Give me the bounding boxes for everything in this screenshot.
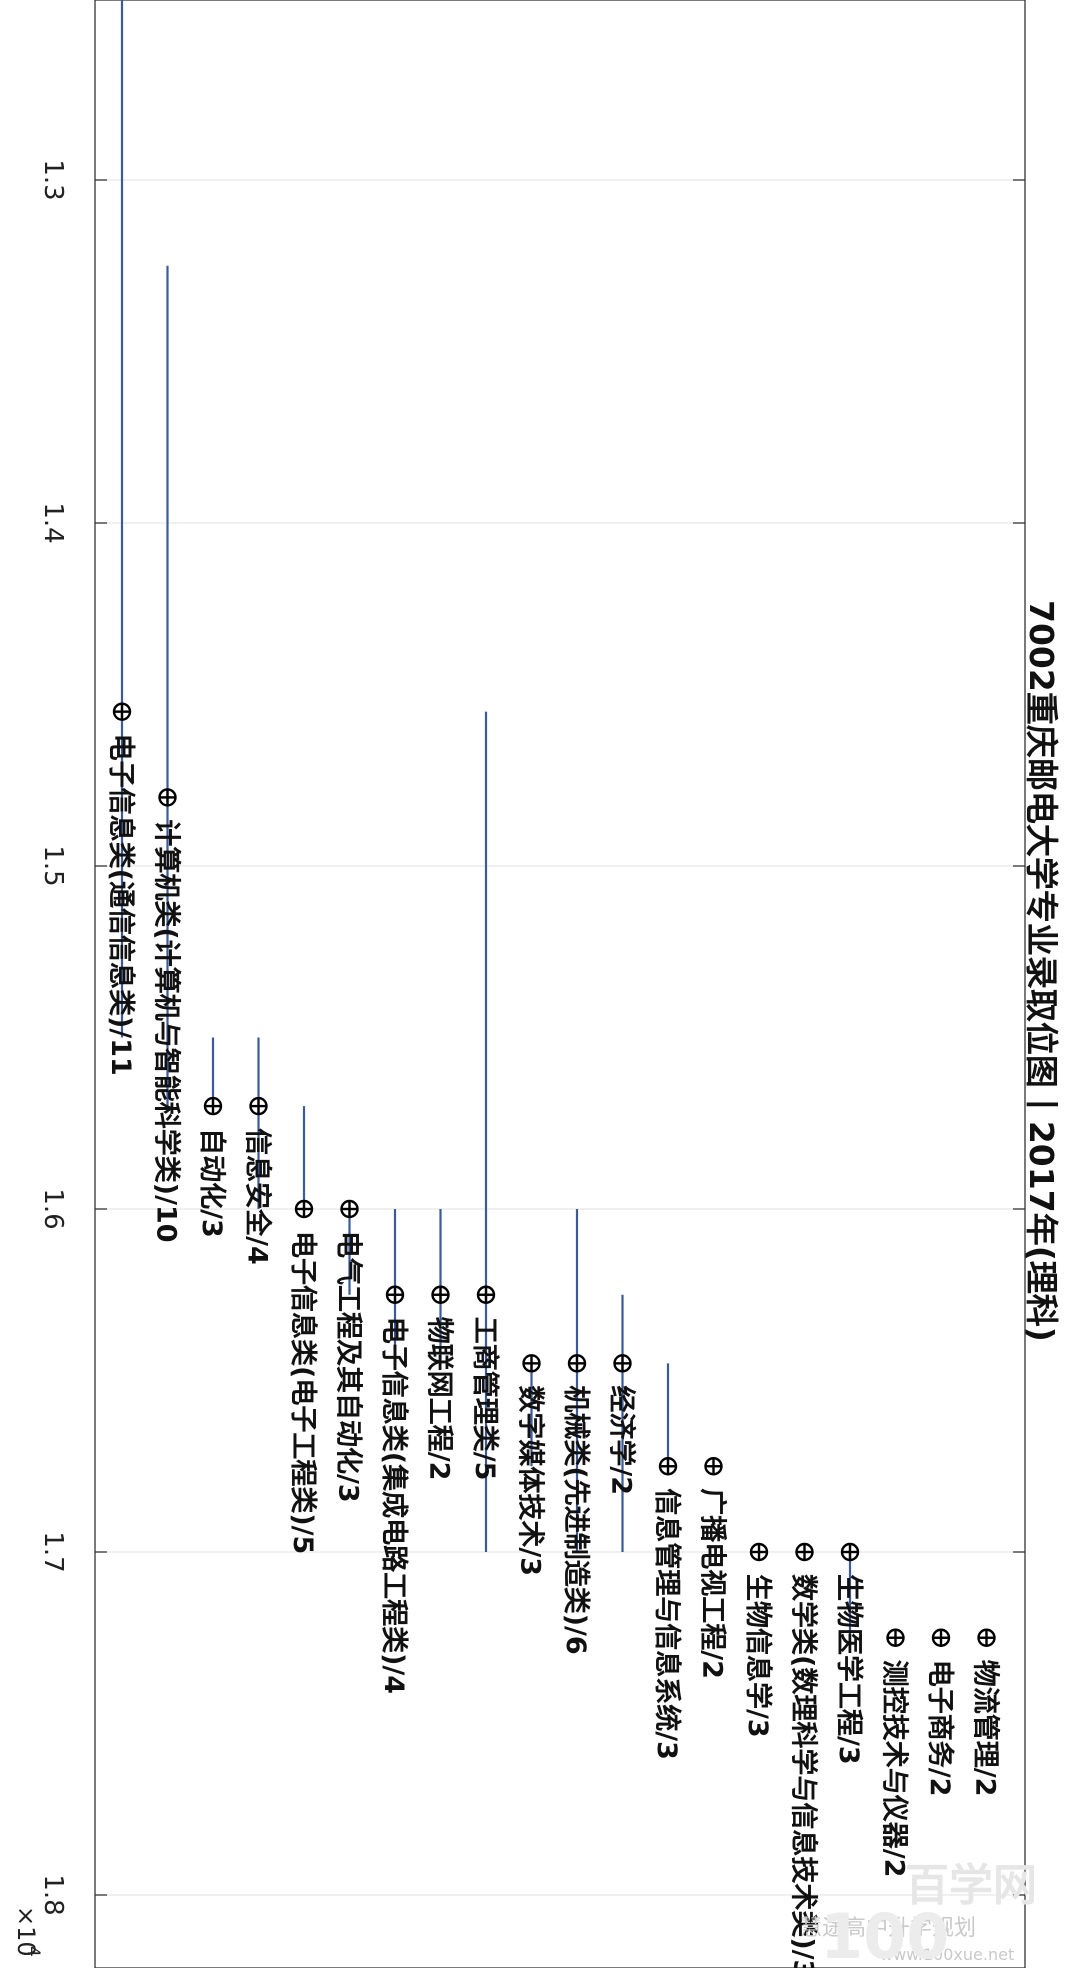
major-label: 经济学/2 <box>606 1385 638 1495</box>
major-label: 广播电视工程/2 <box>697 1488 728 1679</box>
watermark-brand: 百学网 <box>905 1860 1037 1911</box>
tick-label: 1.3 <box>38 159 68 200</box>
median-marker <box>522 1354 541 1373</box>
major-label: 数学类(数理科学与信息技术类)/3 <box>788 1574 820 1968</box>
median-marker <box>749 1542 769 1562</box>
exponent-base: ×10 <box>12 1906 40 1957</box>
median-marker <box>249 1096 268 1116</box>
median-marker <box>658 1457 678 1476</box>
chart-title: 7002重庆邮电大学专业录取位图丨2017年(理科) <box>1022 600 1061 1342</box>
median-marker <box>886 1628 905 1647</box>
median-marker <box>840 1542 860 1562</box>
major-label: 信息管理与信息系统/3 <box>651 1488 683 1760</box>
major-label: 生物医学工程/3 <box>833 1574 865 1765</box>
major-label: 电气工程及其自动化/3 <box>333 1231 365 1503</box>
major-label: 电子信息类(集成电路工程类)/4 <box>378 1317 410 1694</box>
major-label: 电子商务/2 <box>924 1660 955 1797</box>
median-marker <box>704 1457 723 1476</box>
median-marker <box>431 1285 450 1304</box>
major-label: 数字媒体技术/3 <box>515 1385 547 1576</box>
exponent-power: 4 <box>23 1946 43 1957</box>
major-label: 物联网工程/2 <box>424 1317 455 1481</box>
axis-exponent: ×10 4 <box>12 1906 43 1957</box>
median-marker <box>294 1199 314 1219</box>
median-marker <box>385 1285 405 1304</box>
median-marker <box>112 702 132 721</box>
rank-ranges <box>120 0 852 1638</box>
tick-label: 1.5 <box>38 845 68 886</box>
major-label: 自动化/3 <box>196 1128 228 1238</box>
median-marker <box>613 1354 632 1373</box>
median-marker <box>795 1542 814 1562</box>
major-label: 机械类(先进制造类)/6 <box>560 1385 591 1654</box>
plot-frame <box>94 0 1026 1968</box>
median-marker <box>158 788 177 807</box>
median-marker <box>340 1199 359 1219</box>
tick-label: 1.4 <box>38 502 68 543</box>
major-label: 工商管理类/5 <box>469 1317 500 1481</box>
major-label: 信息安全/4 <box>242 1128 274 1265</box>
median-marker <box>567 1354 587 1373</box>
major-label: 计算机类(计算机与智能科学类)/10 <box>151 819 183 1242</box>
major-labels: 电子信息类(通信信息类)/11 计算机类(计算机与智能科学类)/10 自动化/3 信息… <box>105 734 1001 1968</box>
major-label: 物流管理/2 <box>970 1660 1001 1797</box>
tick-label: 1.6 <box>38 1188 68 1229</box>
major-label: 测控技术与仪器/2 <box>879 1660 910 1878</box>
watermark: 百学网 慧途高中升学规划 www.100xue.net 100 <box>800 1860 1037 1968</box>
watermark-wechat: 慧途高中升学规划 <box>800 1916 976 1941</box>
major-label: 生物信息学/3 <box>742 1574 774 1738</box>
watermark-logo: 100 <box>820 1900 949 1968</box>
grid-lines <box>95 179 1025 1896</box>
major-label: 电子信息类(通信信息类)/11 <box>105 734 137 1076</box>
median-marker <box>931 1628 951 1647</box>
watermark-url: www.100xue.net <box>880 1945 1014 1964</box>
tick-label: 1.7 <box>38 1531 68 1572</box>
median-marker <box>476 1285 496 1304</box>
median-marker <box>203 1096 223 1116</box>
rank-axis: 1.3 1.4 1.5 1.6 1.7 1.8 <box>38 159 1025 1916</box>
median-markers <box>112 702 996 1647</box>
tick-label: 1.8 <box>38 1874 68 1915</box>
major-label: 电子信息类(电子工程类)/5 <box>287 1231 319 1554</box>
median-marker <box>977 1628 996 1647</box>
